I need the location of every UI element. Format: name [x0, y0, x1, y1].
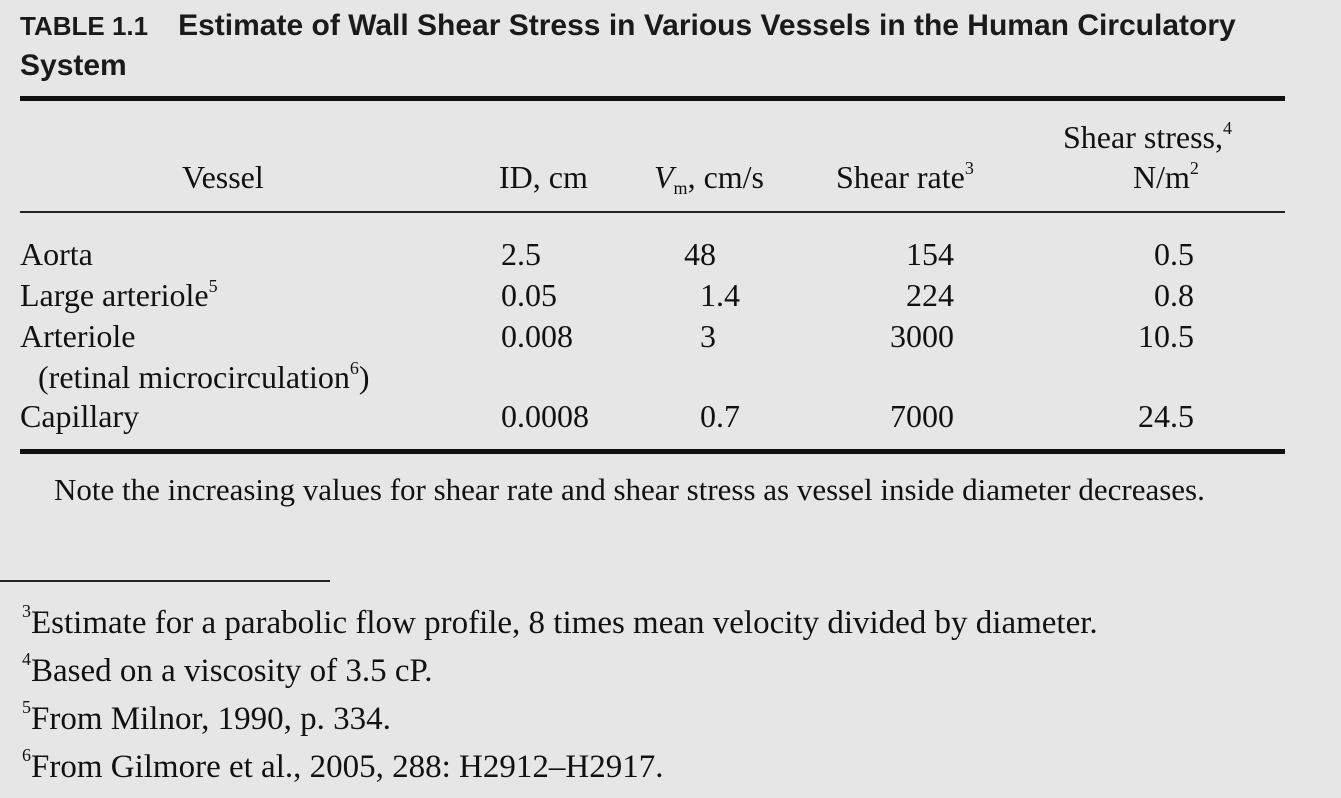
header-vessel: Vessel — [182, 159, 264, 195]
cell-shear-rate: 154 — [906, 236, 954, 272]
table-caption-title: Estimate of Wall Shear Stress in Various… — [20, 9, 1236, 82]
cell-vm: 1.4 — [700, 277, 740, 313]
footnote-rule — [0, 580, 330, 582]
cell-vessel-large-arteriole: Large arteriole5 — [20, 276, 218, 313]
cell-shear-stress: 0.5 — [1154, 236, 1194, 272]
table-header-rule — [20, 211, 1285, 213]
cell-vessel-arteriole: Arteriole — [20, 318, 136, 354]
cell-shear-stress: 0.8 — [1154, 277, 1194, 313]
header-shear-stress-line1: Shear stress,4 — [1063, 118, 1232, 155]
cell-shear-stress: 10.5 — [1138, 318, 1194, 354]
footnote: 5From Milnor, 1990, p. 334. — [22, 697, 391, 737]
cell-shear-rate: 224 — [906, 277, 954, 313]
cell-vessel-aorta: Aorta — [20, 236, 93, 272]
cell-shear-rate: 7000 — [890, 398, 954, 434]
header-id: ID, cm — [499, 159, 588, 195]
footnote: 6From Gilmore et al., 2005, 288: H2912–H… — [22, 745, 664, 785]
cell-id: 2.5 — [501, 236, 541, 272]
cell-vm: 0.7 — [700, 398, 740, 434]
header-vm: Vm, cm/s — [654, 159, 764, 198]
cell-id: 0.0008 — [501, 398, 589, 434]
footnote: 3Estimate for a parabolic flow profile, … — [22, 601, 1098, 641]
cell-id: 0.008 — [501, 318, 573, 354]
cell-vm: 3 — [700, 318, 716, 354]
header-shear-stress-line2: N/m2 — [1133, 158, 1199, 195]
header-shear-rate: Shear rate3 — [836, 158, 974, 195]
table-caption-label: TABLE 1.1 — [20, 11, 149, 41]
table-top-rule — [20, 96, 1285, 101]
table-caption: TABLE 1.1 Estimate of Wall Shear Stress i… — [20, 6, 1280, 85]
footnote: 4Based on a viscosity of 3.5 cP. — [22, 649, 433, 689]
cell-shear-rate: 3000 — [890, 318, 954, 354]
cell-shear-stress: 24.5 — [1138, 398, 1194, 434]
cell-vessel-capillary: Capillary — [20, 398, 140, 434]
table-note: Note the increasing values for shear rat… — [54, 472, 1205, 507]
cell-vessel-arteriole-detail: (retinal microcirculation6) — [38, 358, 370, 395]
cell-vm: 48 — [684, 236, 716, 272]
cell-id: 0.05 — [501, 277, 557, 313]
table-bottom-rule — [20, 449, 1285, 454]
